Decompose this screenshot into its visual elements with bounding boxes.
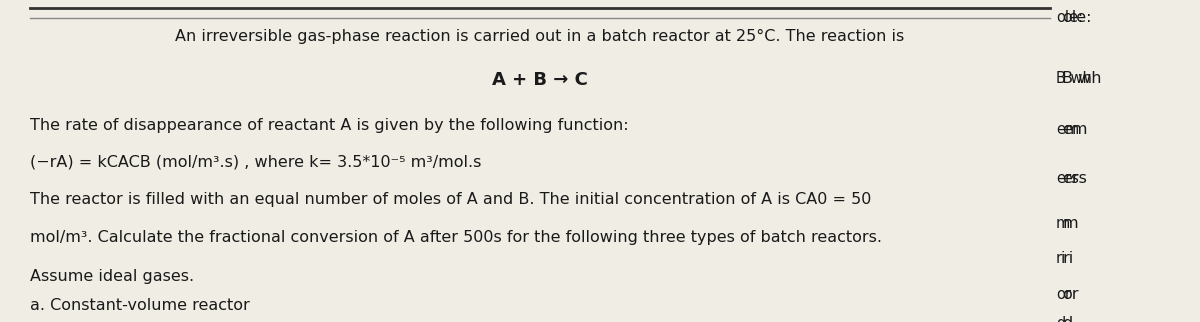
Text: B wh: B wh	[1062, 71, 1102, 86]
Text: A + B → C: A + B → C	[492, 71, 588, 89]
Text: mol/m³. Calculate the fractional conversion of A after 500s for the following th: mol/m³. Calculate the fractional convers…	[30, 230, 882, 245]
Text: The rate of disappearance of reactant A is given by the following function:: The rate of disappearance of reactant A …	[30, 118, 629, 133]
Text: Assume ideal gases.: Assume ideal gases.	[30, 269, 194, 284]
Text: ole:: ole:	[1056, 10, 1084, 25]
Text: ri: ri	[1056, 251, 1067, 266]
Text: or: or	[1056, 287, 1072, 302]
Text: B wh: B wh	[1056, 71, 1092, 86]
Text: The reactor is filled with an equal number of moles of A and B. The initial conc: The reactor is filled with an equal numb…	[30, 192, 871, 207]
Text: em: em	[1062, 122, 1087, 137]
Bar	[1050, 0, 1200, 322]
Text: ers: ers	[1062, 171, 1087, 186]
Text: em: em	[1056, 122, 1079, 137]
Text: (−rA) = kCACB (mol/m³.s) , where k= 3.5*10⁻⁵ m³/mol.s: (−rA) = kCACB (mol/m³.s) , where k= 3.5*…	[30, 155, 481, 170]
Text: m: m	[1056, 216, 1070, 231]
Text: a. Constant-volume reactor: a. Constant-volume reactor	[30, 298, 250, 313]
Text: m: m	[1062, 216, 1078, 231]
Text: d: d	[1062, 316, 1073, 322]
Text: ers: ers	[1056, 171, 1079, 186]
Text: d: d	[1056, 316, 1066, 322]
Text: An irreversible gas-phase reaction is carried out in a batch reactor at 25°C. Th: An irreversible gas-phase reaction is ca…	[175, 29, 905, 44]
Text: or: or	[1062, 287, 1079, 302]
Text: ri: ri	[1062, 251, 1073, 266]
Text: ole:: ole:	[1062, 10, 1092, 25]
